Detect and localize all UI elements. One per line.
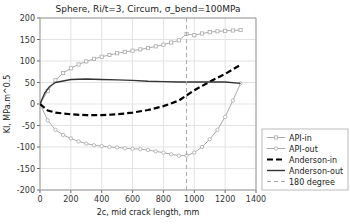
point-marker <box>146 148 149 151</box>
legend-label: 180 degree <box>289 178 335 187</box>
point-marker <box>69 67 72 70</box>
point-marker <box>154 45 157 48</box>
point-marker <box>92 144 95 147</box>
point-marker <box>200 32 203 35</box>
point-marker <box>200 145 203 148</box>
y-axis-label: KI, MPa.m^0.5 <box>3 75 12 134</box>
point-marker <box>208 31 211 34</box>
tick-label-x: 200 <box>63 195 78 204</box>
legend-label: Anderson-out <box>289 167 343 176</box>
tick-label-y: 100 <box>20 57 35 66</box>
legend-box <box>262 129 348 190</box>
point-marker <box>154 150 157 153</box>
point-marker <box>193 34 196 37</box>
point-marker <box>46 119 49 122</box>
point-marker <box>231 99 234 102</box>
point-marker <box>85 60 88 63</box>
tick-label-x: 1200 <box>215 195 235 204</box>
grid-line-y <box>40 147 256 148</box>
grid-line-y <box>40 104 256 105</box>
x-axis-label: 2c, mid crack length, mm <box>97 208 200 217</box>
point-marker <box>170 41 173 44</box>
plot-frame <box>40 18 256 190</box>
point-marker <box>131 147 134 150</box>
tick-label-y: -100 <box>17 143 35 152</box>
series-line <box>40 65 241 115</box>
plot-bg <box>40 18 256 190</box>
point-marker <box>62 71 65 74</box>
legend-handle <box>267 181 285 182</box>
point-marker <box>231 29 234 32</box>
point-marker <box>177 154 180 157</box>
point-marker <box>162 151 165 154</box>
grid-line-y <box>40 125 256 126</box>
legend-label: API-in <box>289 134 312 143</box>
point-marker <box>193 151 196 154</box>
series-line <box>40 79 241 104</box>
tick-label-x: 0 <box>37 195 42 204</box>
point-marker <box>146 47 149 50</box>
point-marker <box>139 48 142 51</box>
legend-handle <box>267 158 285 160</box>
point-marker <box>92 57 95 60</box>
point-marker <box>169 153 172 156</box>
tick-label-x: 1400 <box>246 195 266 204</box>
series-line <box>40 30 241 104</box>
point-marker <box>216 30 219 33</box>
title: Sphere, Ri/t=3, Circum, σ_bend=100MPa <box>55 4 240 14</box>
point-marker <box>177 39 180 42</box>
grid-line-y <box>40 39 256 40</box>
point-marker <box>100 144 103 147</box>
point-marker <box>100 55 103 58</box>
point-marker <box>239 28 242 31</box>
legend-handle <box>267 170 285 171</box>
point-marker <box>61 133 64 136</box>
tick-label-x: 800 <box>156 195 171 204</box>
point-marker <box>116 52 119 55</box>
tick-label-y: 0 <box>30 100 35 109</box>
plot-area <box>40 18 242 190</box>
grid-line-y <box>40 61 256 62</box>
legend-marker <box>274 147 277 150</box>
grid <box>40 18 256 190</box>
point-marker <box>108 53 111 56</box>
tick-label-y: -50 <box>22 122 35 131</box>
point-marker <box>216 128 219 131</box>
point-marker <box>162 43 165 46</box>
legend-label: Anderson-in <box>289 156 337 165</box>
legend-label: API-out <box>289 145 318 154</box>
legend-marker <box>274 136 277 139</box>
point-marker <box>85 142 88 145</box>
tick-label-y: 50 <box>25 79 35 88</box>
point-marker <box>115 146 118 149</box>
tick-label-y: 150 <box>20 36 35 45</box>
tick-label-x: 1000 <box>184 195 204 204</box>
point-marker <box>131 49 134 52</box>
point-marker <box>224 29 227 32</box>
tick-label-x: 600 <box>125 195 140 204</box>
point-marker <box>77 140 80 143</box>
vertical-line <box>186 18 187 190</box>
tick-label-x: 400 <box>94 195 109 204</box>
legend: API-in API-out Anderson-in Anderson-out 180 … <box>262 129 348 190</box>
point-marker <box>223 115 226 118</box>
point-marker <box>123 50 126 53</box>
tick-label-y: -200 <box>17 186 35 195</box>
tick-label-y: 200 <box>20 14 35 23</box>
point-marker <box>208 138 211 141</box>
point-marker <box>77 63 80 66</box>
tick-label-y: -150 <box>17 165 35 174</box>
point-marker <box>69 137 72 140</box>
series-line <box>40 83 241 155</box>
point-marker <box>139 147 142 150</box>
grid-line-y <box>40 168 256 169</box>
point-marker <box>123 147 126 150</box>
point-marker <box>108 145 111 148</box>
point-marker <box>54 128 57 131</box>
point-marker <box>54 79 57 82</box>
